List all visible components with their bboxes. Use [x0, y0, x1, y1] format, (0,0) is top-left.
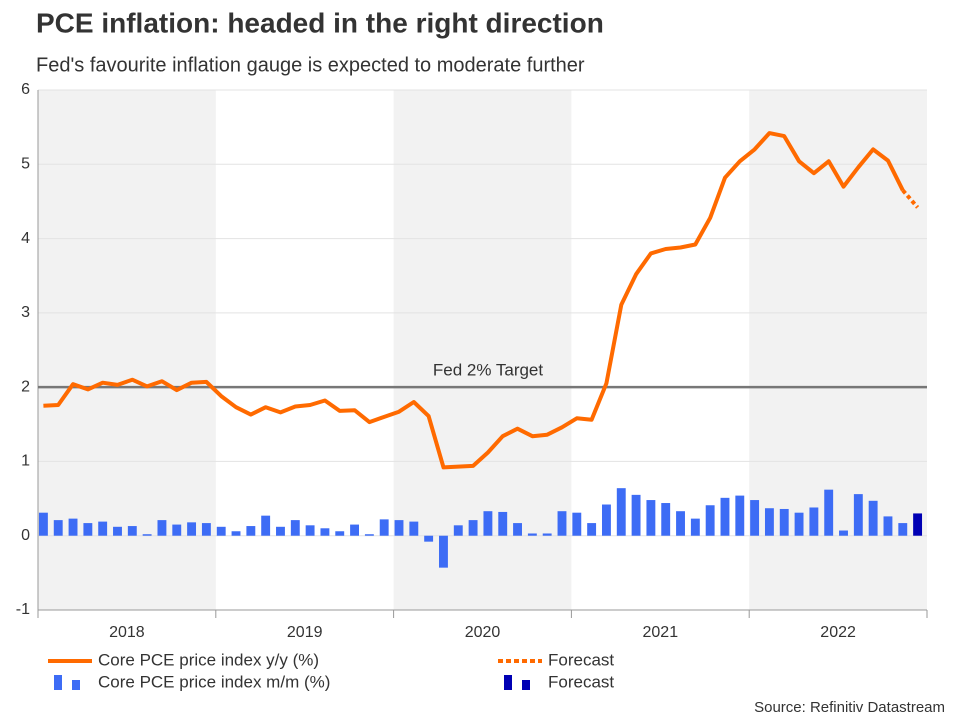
bar — [676, 511, 685, 536]
bar — [335, 531, 345, 536]
legend-label: Core PCE price index y/y (%) — [98, 650, 319, 669]
bar — [53, 520, 63, 536]
bar — [572, 512, 582, 536]
bar — [498, 511, 508, 536]
year-band — [38, 90, 216, 610]
bar — [157, 520, 167, 536]
chart-title: PCE inflation: headed in the right direc… — [36, 7, 604, 38]
bar — [424, 535, 434, 542]
bar — [779, 508, 789, 536]
x-tick-label: 2020 — [465, 624, 501, 641]
bar — [290, 520, 300, 536]
y-tick-label: -1 — [16, 601, 30, 618]
bar — [483, 511, 493, 536]
bar — [261, 515, 271, 536]
bar — [809, 507, 819, 536]
x-tick-label: 2022 — [820, 624, 856, 641]
x-tick-label: 2021 — [643, 624, 679, 641]
x-tick-label: 2019 — [287, 624, 323, 641]
bar — [705, 505, 715, 536]
bar — [794, 512, 804, 536]
y-tick-label: 6 — [21, 81, 30, 98]
bar — [364, 534, 374, 536]
bar — [83, 523, 93, 536]
bar — [246, 526, 256, 536]
bar — [320, 528, 330, 536]
bar — [394, 520, 404, 536]
bar — [276, 526, 285, 536]
legend-swatch — [522, 680, 530, 690]
bar — [379, 519, 389, 536]
x-tick-label: 2018 — [109, 624, 145, 641]
bar — [764, 508, 774, 536]
bar — [839, 530, 848, 536]
bar — [439, 535, 448, 568]
bar — [513, 523, 522, 536]
bar — [187, 522, 197, 536]
bar — [601, 504, 611, 536]
bar — [750, 500, 760, 536]
bar — [616, 488, 626, 536]
source: Source: Refinitiv Datastream — [754, 699, 945, 716]
legend-swatch — [72, 680, 80, 690]
bar — [305, 525, 315, 536]
bar — [468, 520, 478, 536]
bar — [409, 521, 419, 536]
bar — [631, 494, 641, 536]
bar — [557, 511, 567, 536]
bar — [587, 523, 597, 536]
bar — [98, 521, 108, 536]
legend-swatch — [504, 675, 512, 690]
y-tick-label: 1 — [21, 453, 30, 470]
legend-label: Forecast — [548, 672, 614, 691]
bar — [453, 525, 463, 536]
line — [43, 131, 905, 470]
line — [901, 188, 920, 209]
bar — [661, 503, 671, 536]
bar — [853, 494, 863, 536]
bar — [542, 533, 552, 536]
year-band — [393, 90, 572, 610]
chart-subtitle: Fed's favourite inflation gauge is expec… — [36, 54, 585, 76]
legend-swatch — [54, 675, 62, 690]
bar — [231, 531, 241, 536]
bar — [883, 516, 893, 536]
bar — [527, 533, 537, 536]
bar — [898, 523, 908, 536]
bar — [913, 513, 923, 536]
bar — [690, 518, 700, 536]
bar — [350, 524, 360, 536]
bar — [868, 500, 878, 536]
bar — [172, 524, 182, 536]
y-tick-label: 5 — [21, 156, 30, 173]
y-tick-label: 2 — [21, 378, 30, 395]
bar — [127, 526, 137, 536]
bar — [824, 489, 834, 536]
bar — [201, 523, 211, 536]
legend-label: Core PCE price index m/m (%) — [98, 672, 330, 691]
bar — [68, 518, 78, 536]
bar — [216, 526, 226, 536]
bar — [113, 526, 122, 536]
bar — [142, 534, 152, 536]
bar — [646, 500, 656, 536]
y-tick-label: 3 — [21, 304, 30, 321]
y-tick-label: 0 — [21, 527, 30, 544]
legend-label: Forecast — [548, 650, 614, 669]
bar — [38, 512, 48, 536]
bar — [720, 497, 730, 536]
bar — [735, 495, 745, 536]
y-tick-label: 4 — [21, 230, 30, 247]
target-label: Fed 2% Target — [433, 361, 544, 380]
